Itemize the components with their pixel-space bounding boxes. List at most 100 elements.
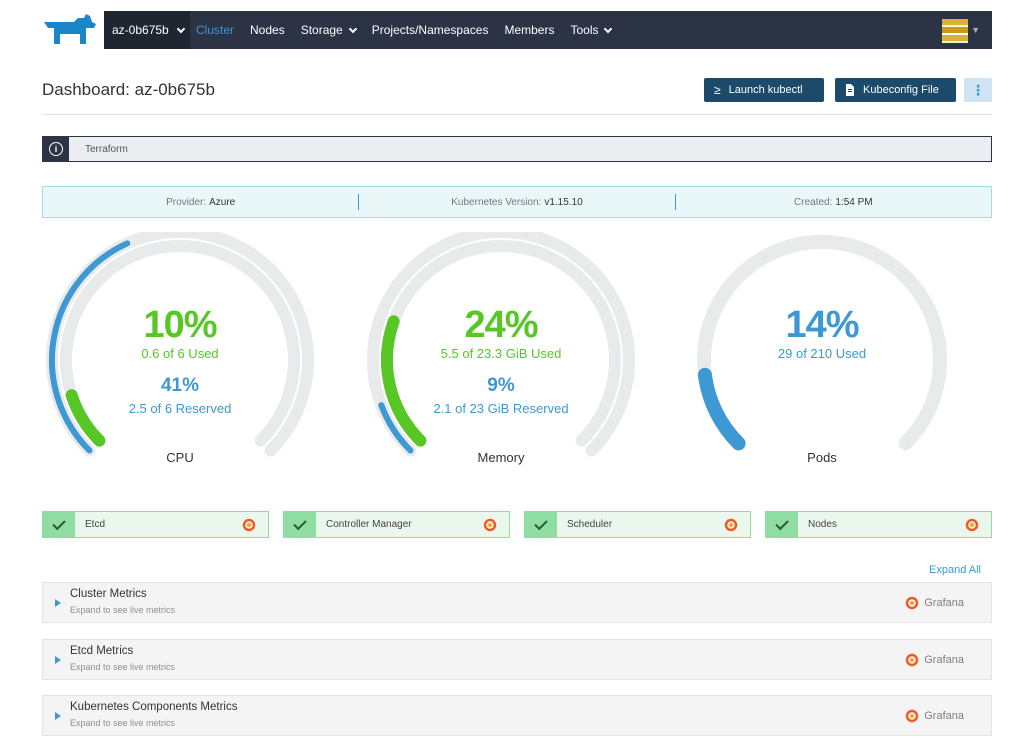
memory-used-arc bbox=[381, 315, 427, 447]
version-info: Kubernetes Version: v1.15.10 bbox=[359, 197, 674, 208]
expand-arrow-icon[interactable] bbox=[55, 656, 61, 664]
launch-kubectl-button[interactable]: ≥ Launch kubectl bbox=[704, 78, 824, 102]
pods-gauge: 14% 29 of 210 Used Pods bbox=[682, 232, 962, 472]
check-icon bbox=[43, 512, 75, 537]
nav-tools[interactable]: Tools bbox=[570, 23, 613, 37]
cpu-gauge: 10% 0.6 of 6 Used 41% 2.5 of 6 Reserved … bbox=[40, 232, 320, 472]
pods-used-text: 29 of 210 Used bbox=[777, 346, 867, 361]
kubeconfig-file-label: Kubeconfig File bbox=[863, 84, 939, 96]
memory-gauge-track bbox=[367, 232, 635, 457]
created-value: 1:54 PM bbox=[835, 196, 873, 208]
info-divider bbox=[358, 194, 360, 210]
nav-cluster[interactable]: Cluster bbox=[196, 23, 234, 37]
grafana-link[interactable]: Grafana bbox=[905, 709, 964, 723]
expand-all-link[interactable]: Expand All bbox=[929, 564, 981, 576]
created-info: Created: 1:54 PM bbox=[676, 197, 991, 208]
avatar-chevron-icon[interactable]: ▼ bbox=[971, 25, 980, 35]
nav-tools-label: Tools bbox=[570, 23, 599, 37]
chevron-down-icon bbox=[176, 24, 185, 33]
nav-projects-label: Projects/Namespaces bbox=[371, 23, 489, 37]
grafana-icon bbox=[906, 709, 919, 723]
nav-nodes[interactable]: Nodes bbox=[250, 23, 285, 37]
metric-subtitle: Expand to see live metrics bbox=[70, 605, 176, 615]
component-label: Controller Manager bbox=[326, 519, 412, 530]
terminal-icon: ≥ bbox=[714, 83, 721, 97]
nav-members[interactable]: Members bbox=[504, 23, 554, 37]
grafana-icon[interactable] bbox=[724, 518, 738, 532]
grafana-link[interactable]: Grafana bbox=[905, 653, 964, 667]
grafana-link[interactable]: Grafana bbox=[905, 596, 964, 610]
more-actions-button[interactable]: ⋮ bbox=[964, 78, 992, 102]
user-avatar[interactable] bbox=[942, 19, 968, 43]
cluster-metrics-panel[interactable]: Cluster Metrics Expand to see live metri… bbox=[42, 582, 992, 623]
grafana-label: Grafana bbox=[924, 710, 964, 722]
main-nav: az-0b675b Cluster Nodes Storage Projects… bbox=[104, 11, 992, 49]
grafana-label: Grafana bbox=[924, 597, 964, 609]
cpu-gauge-arc bbox=[46, 232, 314, 457]
kubeconfig-file-button[interactable]: Kubeconfig File bbox=[835, 78, 956, 102]
cpu-gauge-track-inner bbox=[60, 240, 300, 447]
component-etcd: Etcd bbox=[42, 511, 269, 538]
grafana-icon bbox=[906, 596, 919, 610]
grafana-label: Grafana bbox=[924, 654, 964, 666]
cpu-used-arc bbox=[65, 389, 106, 447]
pods-gauge-label: Pods bbox=[807, 450, 837, 465]
component-label: Nodes bbox=[808, 519, 837, 530]
component-label: Etcd bbox=[85, 519, 106, 530]
info-icon: i bbox=[43, 137, 69, 161]
page-title: Dashboard: az-0b675b bbox=[42, 80, 215, 99]
version-value: v1.15.10 bbox=[544, 196, 583, 208]
etcd-metrics-panel[interactable]: Etcd Metrics Expand to see live metrics … bbox=[42, 639, 992, 680]
metric-title: Etcd Metrics bbox=[70, 645, 134, 657]
created-label: Created: bbox=[794, 196, 833, 208]
metric-title: Kubernetes Components Metrics bbox=[70, 701, 238, 713]
nav-cluster-label: Cluster bbox=[196, 23, 235, 37]
memory-used-text: 5.5 of 23.3 GiB Used bbox=[440, 346, 562, 361]
kubernetes-components-metrics-panel[interactable]: Kubernetes Components Metrics Expand to … bbox=[42, 695, 992, 736]
memory-used-percent: 24% bbox=[464, 304, 538, 346]
check-icon bbox=[284, 512, 316, 537]
info-divider bbox=[674, 194, 676, 210]
memory-gauge-arc bbox=[367, 232, 635, 457]
nav-storage-label: Storage bbox=[300, 23, 343, 37]
rancher-logo-icon[interactable] bbox=[42, 14, 96, 44]
metric-subtitle: Expand to see live metrics bbox=[70, 662, 176, 672]
expand-arrow-icon[interactable] bbox=[55, 599, 61, 607]
check-icon bbox=[766, 512, 798, 537]
divider bbox=[42, 114, 992, 115]
cpu-used-text: 0.6 of 6 Used bbox=[141, 346, 219, 361]
check-icon bbox=[525, 512, 557, 537]
cpu-reserved-percent: 41% bbox=[160, 375, 200, 396]
cpu-used-percent: 10% bbox=[143, 304, 217, 346]
memory-reserved-text: 2.1 of 23 GiB Reserved bbox=[433, 401, 569, 416]
pods-gauge-arc bbox=[697, 234, 947, 451]
grafana-icon[interactable] bbox=[965, 518, 979, 532]
expand-arrow-icon[interactable] bbox=[55, 712, 61, 720]
provider-label: Provider: bbox=[166, 196, 207, 208]
top-bar: az-0b675b Cluster Nodes Storage Projects… bbox=[0, 0, 1024, 58]
cpu-reserved-text: 2.5 of 6 Reserved bbox=[128, 401, 232, 416]
metric-title: Cluster Metrics bbox=[70, 588, 147, 600]
cpu-gauge-label: CPU bbox=[166, 450, 194, 465]
cluster-name: az-0b675b bbox=[112, 23, 169, 37]
nav-projects[interactable]: Projects/Namespaces bbox=[372, 23, 489, 37]
component-scheduler: Scheduler bbox=[524, 511, 751, 538]
memory-gauge-label: Memory bbox=[477, 450, 525, 465]
banner-text: Terraform bbox=[85, 143, 128, 155]
metric-subtitle: Expand to see live metrics bbox=[70, 718, 176, 728]
component-nodes: Nodes bbox=[765, 511, 992, 538]
chevron-down-icon bbox=[604, 24, 613, 33]
grafana-icon bbox=[906, 653, 919, 667]
cluster-selector[interactable]: az-0b675b bbox=[104, 11, 190, 49]
grafana-icon[interactable] bbox=[483, 518, 497, 532]
memory-reserved-percent: 9% bbox=[487, 375, 515, 396]
component-controller-manager: Controller Manager bbox=[283, 511, 510, 538]
pods-gauge-track bbox=[697, 234, 947, 451]
file-icon bbox=[846, 84, 854, 96]
cluster-info-box: Provider: Azure Kubernetes Version: v1.15.… bbox=[42, 186, 992, 218]
memory-gauge: 24% 5.5 of 23.3 GiB Used 9% 2.1 of 23 Gi… bbox=[361, 232, 641, 472]
grafana-icon[interactable] bbox=[242, 518, 256, 532]
component-label: Scheduler bbox=[567, 519, 613, 530]
more-actions-icon: ⋮ bbox=[971, 81, 985, 98]
nav-storage[interactable]: Storage bbox=[300, 23, 357, 37]
